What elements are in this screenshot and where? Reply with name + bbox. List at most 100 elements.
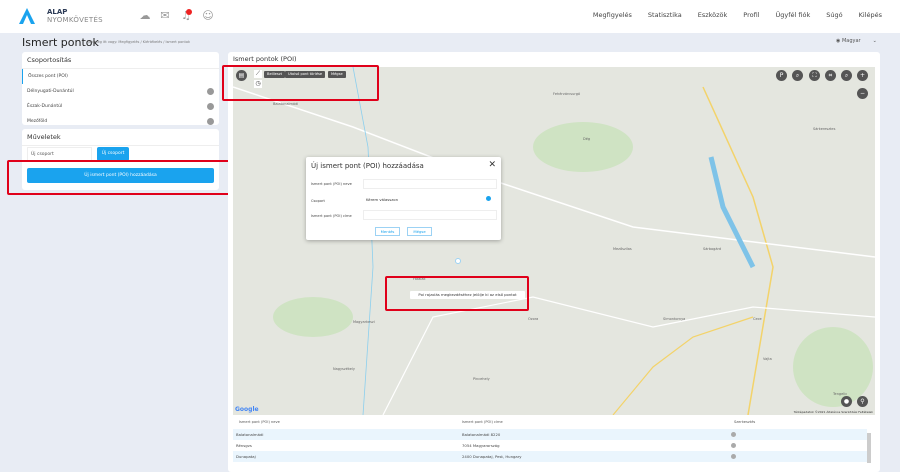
parking-icon[interactable]: P (776, 70, 787, 81)
cancel-button[interactable]: Mégse (407, 227, 432, 236)
page-title: Ismert pontok (22, 36, 99, 49)
clock-icon[interactable]: ◷ (254, 80, 262, 88)
group-label: Csoport (311, 199, 325, 203)
globe-icon: ◉ (836, 38, 842, 44)
map-label: Vajta (763, 357, 772, 361)
table-scrollbar[interactable] (867, 433, 871, 463)
chevron-down-icon[interactable] (486, 196, 491, 201)
zoom-search-icon[interactable]: ⌕ (841, 70, 852, 81)
modal-title: Új ismert pont (POI) hozzáadása (311, 162, 424, 170)
group-label: Mezőföld (27, 119, 48, 124)
language-label: Magyar (841, 38, 861, 44)
location-icon[interactable]: ● (841, 396, 852, 407)
table-row[interactable]: Balatonalmádi Balatonalmádi 8220 (233, 429, 867, 440)
logo-icon (19, 8, 35, 24)
poi-name-input[interactable] (363, 179, 497, 189)
nav-sugo[interactable]: Súgó (826, 11, 843, 19)
map-label: Sárbogárd (703, 247, 722, 251)
poi-address: 7054 Magyarország (462, 443, 500, 448)
map-label: Mezőszilas (613, 247, 632, 251)
bell-icon[interactable]: ♫ (181, 9, 191, 22)
poi-address: Balatonalmádi 8220 (462, 432, 501, 437)
toolbar-insert-button[interactable]: Beilleszt (264, 71, 286, 78)
nav-eszkozok[interactable]: Eszközök (697, 11, 728, 19)
map-label: Sárkeresztes (813, 127, 836, 131)
zoom-out-icon[interactable]: − (857, 88, 868, 99)
breadcrumb: Jelenleg itt vagy: Megfigyelés / Kiérték… (88, 40, 191, 44)
poi-address: 2400 Dunapataj, Pest, Hungary (462, 454, 522, 459)
draw-hint-tooltip: Poi rajzolás megkezdéséhez jelölje ki az… (410, 291, 525, 299)
map-label: Pincehely (473, 377, 490, 381)
crop-icon[interactable]: ⌗ (825, 70, 836, 81)
map-label: Fatalak (413, 277, 426, 281)
save-button[interactable]: Mentés (375, 227, 400, 236)
gear-icon[interactable] (731, 454, 736, 459)
cloud-download-icon[interactable]: ☁ (139, 9, 151, 22)
grouping-card: Csoportosítás Összes pont (POI) Délnyuga… (22, 52, 219, 125)
highlight-box (222, 65, 379, 101)
map-roads (233, 67, 875, 415)
nav-megfigyeles[interactable]: Megfigyelés (592, 11, 632, 19)
map-label: Simontornya (663, 317, 686, 321)
highlight-box (7, 160, 242, 195)
group-item[interactable]: Mezőföld (22, 114, 219, 129)
new-group-input[interactable]: Új csoport (27, 147, 92, 161)
group-label: Délnyugati-Dunántúl (27, 89, 74, 94)
map-label: Balatonalmádi (273, 102, 299, 106)
nav-ugyfel-fiok[interactable]: Ügyfél fiók (775, 11, 811, 19)
gear-icon[interactable] (731, 432, 736, 437)
map-label: Magyarkeszi (353, 320, 375, 324)
group-item-all[interactable]: Összes pont (POI) (22, 69, 219, 84)
nav-kilepes[interactable]: Kilépés (858, 11, 882, 19)
new-group-button[interactable]: Új csoport (97, 147, 129, 161)
map-label: Fehérvárcsurgó (553, 92, 581, 96)
language-select[interactable]: ◉ Magyar ⌄ (836, 38, 877, 44)
group-select[interactable]: Kérem válasszon (366, 197, 492, 202)
group-item[interactable]: Délnyugati-Dunántúl (22, 84, 219, 99)
poi-cursor-marker (455, 258, 461, 264)
map-label: Dég (583, 137, 591, 141)
grouping-title: Csoportosítás (22, 52, 219, 69)
zoom-in-icon[interactable]: + (857, 70, 868, 81)
column-header-name[interactable]: Ismert pont (POI) neve (239, 420, 280, 424)
actions-title: Műveletek (22, 129, 219, 146)
poi-name: Dunapataj (236, 454, 256, 459)
google-logo: Google (235, 406, 259, 413)
poi-address-label: Ismert pont (POI) címe (311, 214, 352, 218)
toolbar-undo-last-button[interactable]: Utolsó pont törlése (285, 71, 326, 78)
group-label: Észak-Dunántúl (27, 104, 63, 109)
map-panel-title: Ismert pontok (POI) (233, 55, 297, 63)
table-row[interactable]: Dunapataj 2400 Dunapataj, Pest, Hungary (233, 451, 867, 462)
map[interactable]: Google Térképadatok ©2021 Általános Szer… (233, 67, 875, 415)
poi-address-input[interactable] (363, 210, 497, 220)
group-label: Összes pont (POI) (28, 74, 68, 79)
close-icon[interactable]: ✕ (488, 160, 496, 170)
nav-profil[interactable]: Profil (743, 11, 760, 19)
map-label: Ozora (528, 317, 539, 321)
gear-icon[interactable] (207, 118, 214, 125)
map-label: Nagyszékely (333, 367, 355, 371)
table-row[interactable]: Rénsgvs 7054 Magyarország (233, 440, 867, 451)
top-header: ALAP NYOMKÖVETÉS ☁ ✉ ♫ ☺ Megfigyelés Sta… (0, 0, 900, 33)
group-item[interactable]: Észak-Dunántúl (22, 99, 219, 114)
brand-name: ALAP (47, 8, 68, 16)
column-header-address[interactable]: Ismert pont (POI) címe (462, 420, 503, 424)
draw-polygon-icon[interactable]: ⟋ (254, 70, 262, 78)
fullscreen-icon[interactable]: ⛶ (809, 70, 820, 81)
search-icon[interactable]: ⌕ (792, 70, 803, 81)
mail-icon[interactable]: ✉ (160, 9, 170, 22)
main-nav: Megfigyelés Statisztika Eszközök Profil … (593, 11, 882, 19)
gear-icon[interactable] (207, 103, 214, 110)
chevron-down-icon: ⌄ (872, 38, 877, 44)
add-poi-button[interactable]: Új ismert pont (POI) hozzáadása (27, 168, 214, 183)
gear-icon[interactable] (731, 443, 736, 448)
support-icon[interactable]: ☺ (202, 9, 214, 22)
pin-icon[interactable]: ⚲ (857, 396, 868, 407)
nav-statisztika[interactable]: Statisztika (647, 11, 682, 19)
map-label: Tengelic (833, 392, 848, 396)
brand-subtitle: NYOMKÖVETÉS (47, 16, 103, 24)
gear-icon[interactable] (207, 88, 214, 95)
poi-name: Balatonalmádi (236, 432, 264, 437)
print-icon[interactable]: ▤ (236, 70, 247, 81)
toolbar-cancel-button[interactable]: Mégse (328, 71, 346, 78)
